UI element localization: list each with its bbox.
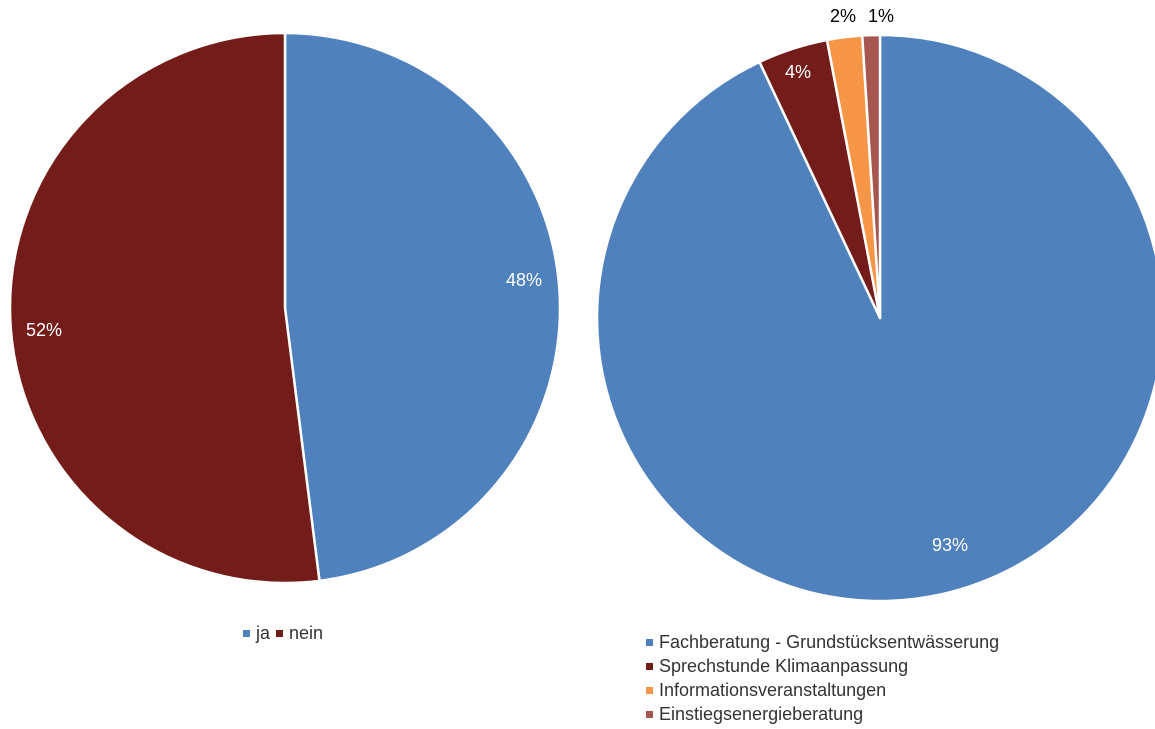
legend-item-fachberatung-grundstuecksentwaesserung: Fachberatung - Grundstücksentwässerung [646,630,999,654]
data-label-fachberatung-grundstuecksentwaesserung: 93% [932,535,968,555]
pie-chart-participation: 48% 52% [8,31,562,585]
legend-swatch [646,662,653,670]
legend-swatch [276,629,284,637]
legend-swatch [646,686,653,694]
pie-chart-consultation-types: 93% 4% 2% 1% [595,6,1155,603]
legend-label: nein [289,623,324,643]
legend-label: Fachberatung - Grundstücksentwässerung [659,632,1000,652]
data-label-sprechstunde-klimaanpassung: 4% [785,62,811,82]
legend-swatch [646,638,653,646]
legend-label: Sprechstunde Klimaanpassung [659,656,909,676]
data-label-informationsveranstaltungen: 2% [830,6,856,26]
data-label-ja: 48% [506,270,542,290]
data-label-nein: 52% [26,320,62,340]
legend-label: Einstiegsenergieberatung [659,704,864,724]
pie-slice-nein [8,31,321,585]
legend-participation: ja nein [243,621,329,645]
legend-label: ja [256,623,271,643]
pie-slice-fachberatung-grundstuecksentwaesserung [595,33,1155,603]
legend-swatch [646,710,653,718]
pie-slice-einstiegsenergieberatung [860,33,882,320]
legend-swatch [243,629,250,637]
data-label-einstiegsenergieberatung: 1% [868,6,894,26]
legend-consultation-types: Fachberatung - Grundstücksentwässerung Sp… [646,630,999,726]
legend-item-einstiegsenergieberatung: Einstiegsenergieberatung [646,702,999,726]
legend-label: Informationsveranstaltungen [659,680,887,700]
legend-item-sprechstunde-klimaanpassung: Sprechstunde Klimaanpassung [646,654,999,678]
pie-slice-ja [283,31,562,583]
legend-item-ja: ja [243,621,270,645]
legend-item-nein: nein [276,621,323,645]
legend-item-informationsveranstaltungen: Informationsveranstaltungen [646,678,999,702]
